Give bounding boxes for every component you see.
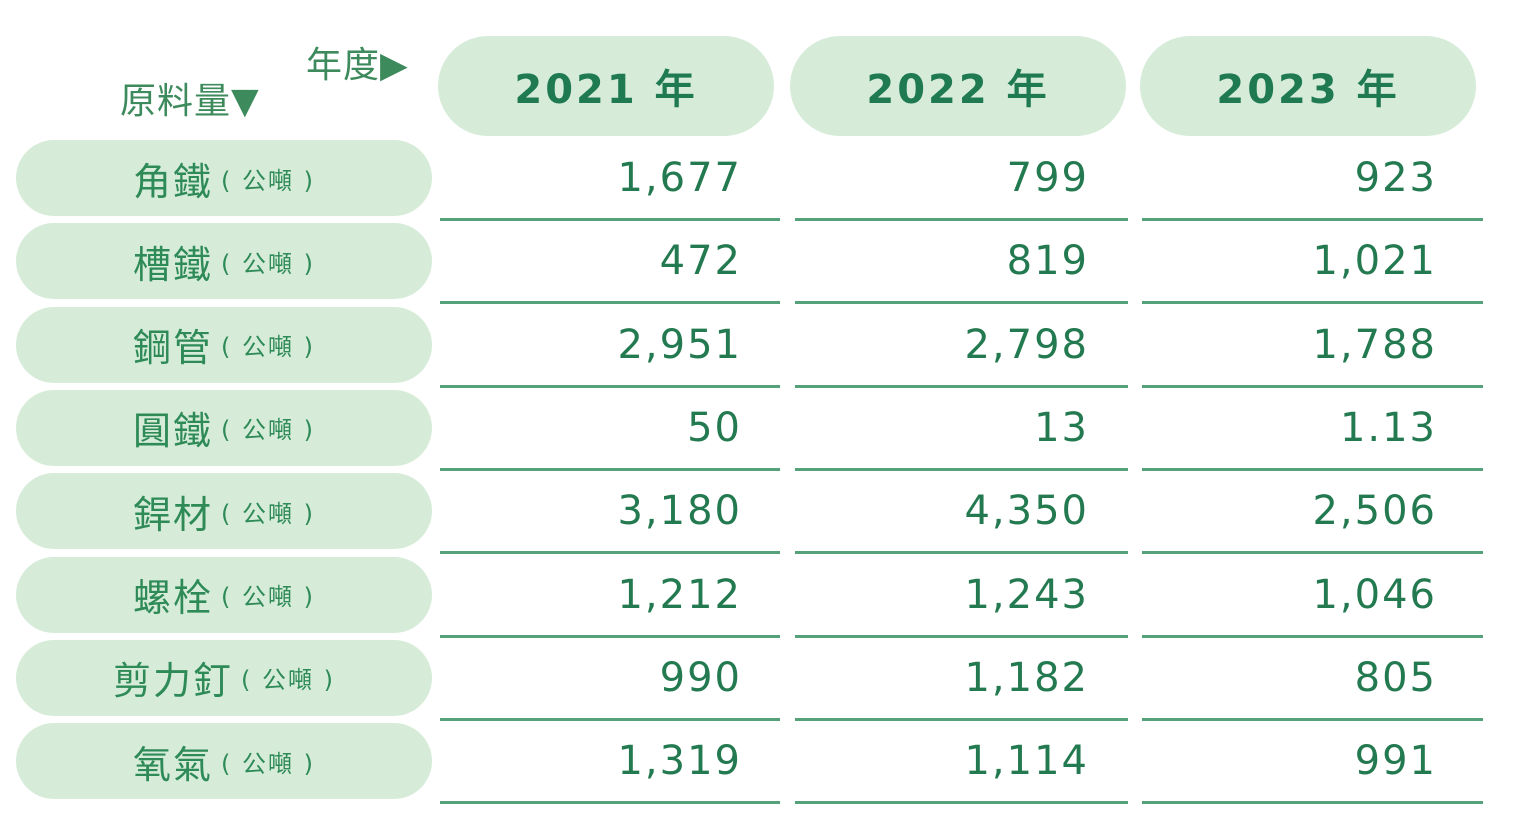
row-divider xyxy=(795,801,1128,805)
row-label: 螺栓( 公噸 ) xyxy=(16,556,432,633)
value-cell: 1,677 xyxy=(617,155,742,201)
row-label: 圓鐵( 公噸 ) xyxy=(16,389,432,466)
unit-label: ( 公噸 ) xyxy=(221,749,315,778)
row-divider xyxy=(795,467,1128,471)
value-cell: 1,046 xyxy=(1312,571,1437,618)
value-cell: 1,114 xyxy=(964,738,1089,785)
value-cell: 1,243 xyxy=(964,571,1089,618)
row-divider xyxy=(440,717,780,721)
row-label: 氧氣( 公噸 ) xyxy=(16,723,432,800)
value-cell: 1.13 xyxy=(1339,404,1437,451)
unit-label: ( 公噸 ) xyxy=(221,499,315,528)
year-header: 2023 年 xyxy=(1140,36,1476,136)
material-name: 槽鐵 xyxy=(133,242,214,287)
row-divider xyxy=(1142,634,1483,638)
row-divider xyxy=(795,384,1128,388)
value-cell: 13 xyxy=(1034,404,1089,451)
row-divider xyxy=(440,218,780,221)
row-divider xyxy=(440,467,780,471)
unit-label: ( 公噸 ) xyxy=(221,583,315,611)
value-cell: 472 xyxy=(659,238,742,285)
row-divider xyxy=(440,634,780,638)
material-name: 角鐵 xyxy=(133,159,214,204)
value-cell: 990 xyxy=(659,654,742,701)
row-divider xyxy=(795,301,1128,305)
corner-material-label: 原料量▼ xyxy=(120,81,260,122)
row-divider xyxy=(440,384,780,388)
unit-label: ( 公噸 ) xyxy=(221,333,315,362)
row-divider xyxy=(1142,384,1483,388)
row-divider xyxy=(795,551,1128,555)
row-divider xyxy=(1142,301,1483,305)
row-label: 銲材( 公噸 ) xyxy=(16,473,432,550)
row-divider xyxy=(795,634,1128,638)
value-cell: 991 xyxy=(1354,738,1437,785)
value-cell: 799 xyxy=(1006,155,1089,201)
row-divider xyxy=(1142,551,1483,555)
value-cell: 1,319 xyxy=(617,738,742,785)
unit-label: ( 公噸 ) xyxy=(221,416,315,445)
material-name: 螺栓 xyxy=(133,576,214,620)
value-cell: 2,951 xyxy=(617,321,742,368)
row-divider xyxy=(795,717,1128,721)
material-name: 銲材 xyxy=(133,492,214,537)
row-label: 剪力釘( 公噸 ) xyxy=(16,639,432,716)
value-cell: 1,212 xyxy=(617,571,742,618)
row-divider xyxy=(1142,218,1483,221)
material-name: 圓鐵 xyxy=(133,409,214,454)
value-cell: 4,350 xyxy=(964,488,1089,535)
row-divider xyxy=(440,551,780,555)
material-name: 氧氣 xyxy=(133,742,214,787)
unit-label: ( 公噸 ) xyxy=(241,666,335,695)
row-label: 鋼管( 公噸 ) xyxy=(16,306,432,383)
unit-label: ( 公噸 ) xyxy=(221,249,315,278)
value-cell: 819 xyxy=(1006,238,1089,285)
row-label: 角鐵( 公噸 ) xyxy=(16,140,432,216)
row-divider xyxy=(440,301,780,305)
material-name: 鋼管 xyxy=(133,326,214,371)
row-divider xyxy=(1142,801,1483,805)
row-label: 槽鐵( 公噸 ) xyxy=(16,223,432,300)
value-cell: 2,798 xyxy=(964,321,1089,368)
year-header: 2022 年 xyxy=(790,36,1126,136)
value-cell: 923 xyxy=(1354,155,1437,201)
value-cell: 50 xyxy=(687,404,742,451)
value-cell: 3,180 xyxy=(617,488,742,535)
value-cell: 2,506 xyxy=(1312,488,1437,535)
row-divider xyxy=(1142,467,1483,471)
unit-label: ( 公噸 ) xyxy=(221,166,315,195)
value-cell: 805 xyxy=(1354,654,1437,701)
material-name: 剪力釘 xyxy=(113,659,234,704)
value-cell: 1,021 xyxy=(1312,238,1437,285)
year-header: 2021 年 xyxy=(438,36,774,136)
value-cell: 1,788 xyxy=(1312,321,1437,368)
value-cell: 1,182 xyxy=(964,654,1089,701)
row-divider xyxy=(795,218,1128,221)
corner-year-label: 年度▶ xyxy=(306,45,409,86)
row-divider xyxy=(1142,717,1483,721)
row-divider xyxy=(440,801,780,805)
